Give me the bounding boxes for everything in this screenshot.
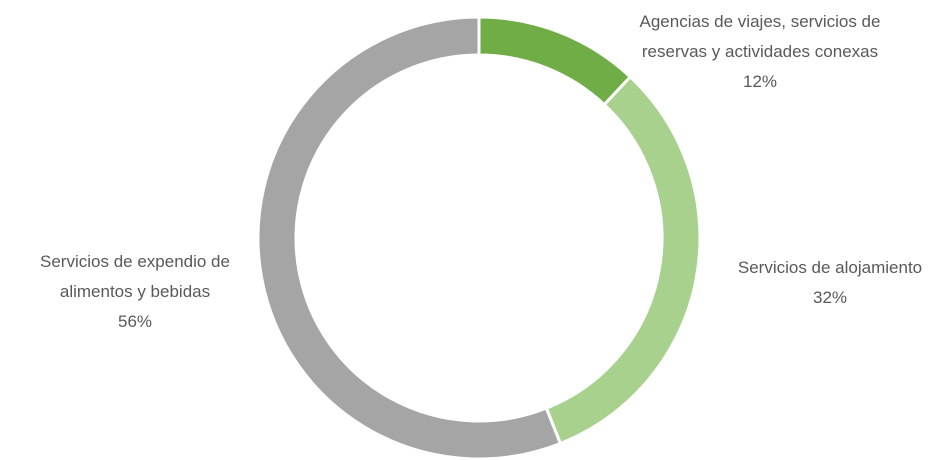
slice-label: Agencias de viajes, servicios de reserva… xyxy=(605,7,915,97)
category-label: Agencias de viajes, servicios de reserva… xyxy=(639,12,881,61)
slice-label: Servicios de expendio de alimentos y beb… xyxy=(10,247,260,337)
value-label: 56% xyxy=(117,312,153,331)
slice-label: Servicios de alojamiento 32% xyxy=(700,253,950,313)
donut-slice xyxy=(544,74,702,446)
value-label: 12% xyxy=(742,72,778,91)
category-label: Servicios de expendio de alimentos y beb… xyxy=(40,252,230,301)
category-label: Servicios de alojamiento xyxy=(737,258,923,277)
value-label: 32% xyxy=(812,288,848,307)
donut-slice xyxy=(256,15,563,460)
